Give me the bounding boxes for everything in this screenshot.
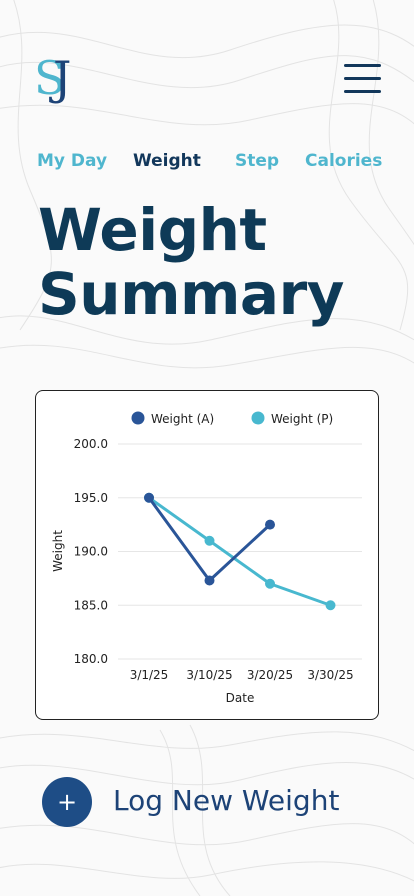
legend-label: Weight (A)	[151, 412, 214, 426]
legend-marker	[251, 411, 265, 425]
data-point	[204, 535, 215, 546]
data-point	[204, 575, 215, 586]
hamburger-menu-icon[interactable]	[342, 62, 382, 98]
x-axis-label: Date	[226, 691, 255, 705]
weight-chart-card: 200.0 195.0 190.0 185.0 180.0 3/1/25 3/10/25 3/…	[35, 390, 379, 720]
page-title: Weight Summary	[38, 198, 344, 326]
weight-line-chart: 200.0 195.0 190.0 185.0 180.0 3/1/25 3/10/25 3/…	[51, 411, 362, 705]
legend-marker	[131, 411, 145, 425]
y-tick-label: 180.0	[74, 652, 108, 666]
tab-weight[interactable]: Weight	[133, 151, 201, 171]
page-title-line-2: Summary	[38, 260, 344, 328]
x-tick-label: 3/1/25	[130, 668, 169, 682]
log-weight-plus-button[interactable]: +	[42, 777, 92, 827]
logo-letter-j: J	[53, 51, 72, 105]
logo-letter-s: S	[34, 51, 66, 105]
y-tick-label: 195.0	[74, 491, 108, 505]
x-tick-label: 3/20/25	[247, 668, 293, 682]
y-tick-label: 190.0	[74, 545, 108, 559]
y-tick-label: 185.0	[74, 598, 108, 612]
plus-icon: +	[56, 788, 78, 816]
page-title-line-1: Weight	[38, 196, 267, 264]
series-line	[148, 496, 332, 607]
sj-logo[interactable]: S J	[34, 52, 82, 104]
x-tick-label: 3/30/25	[307, 668, 353, 682]
data-point	[325, 600, 336, 611]
data-point	[265, 578, 275, 589]
y-tick-label: 200.0	[74, 437, 108, 451]
x-tick-label: 3/10/25	[186, 668, 232, 682]
log-new-weight-button[interactable]: Log New Weight	[113, 784, 340, 817]
tab-step[interactable]: Step	[235, 151, 280, 171]
y-axis-label: Weight	[51, 530, 65, 572]
data-point	[144, 492, 154, 503]
tab-calories[interactable]: Calories	[305, 151, 383, 171]
data-point	[265, 519, 275, 530]
tab-my-day[interactable]: My Day	[37, 151, 108, 171]
legend-label: Weight (P)	[271, 412, 333, 426]
